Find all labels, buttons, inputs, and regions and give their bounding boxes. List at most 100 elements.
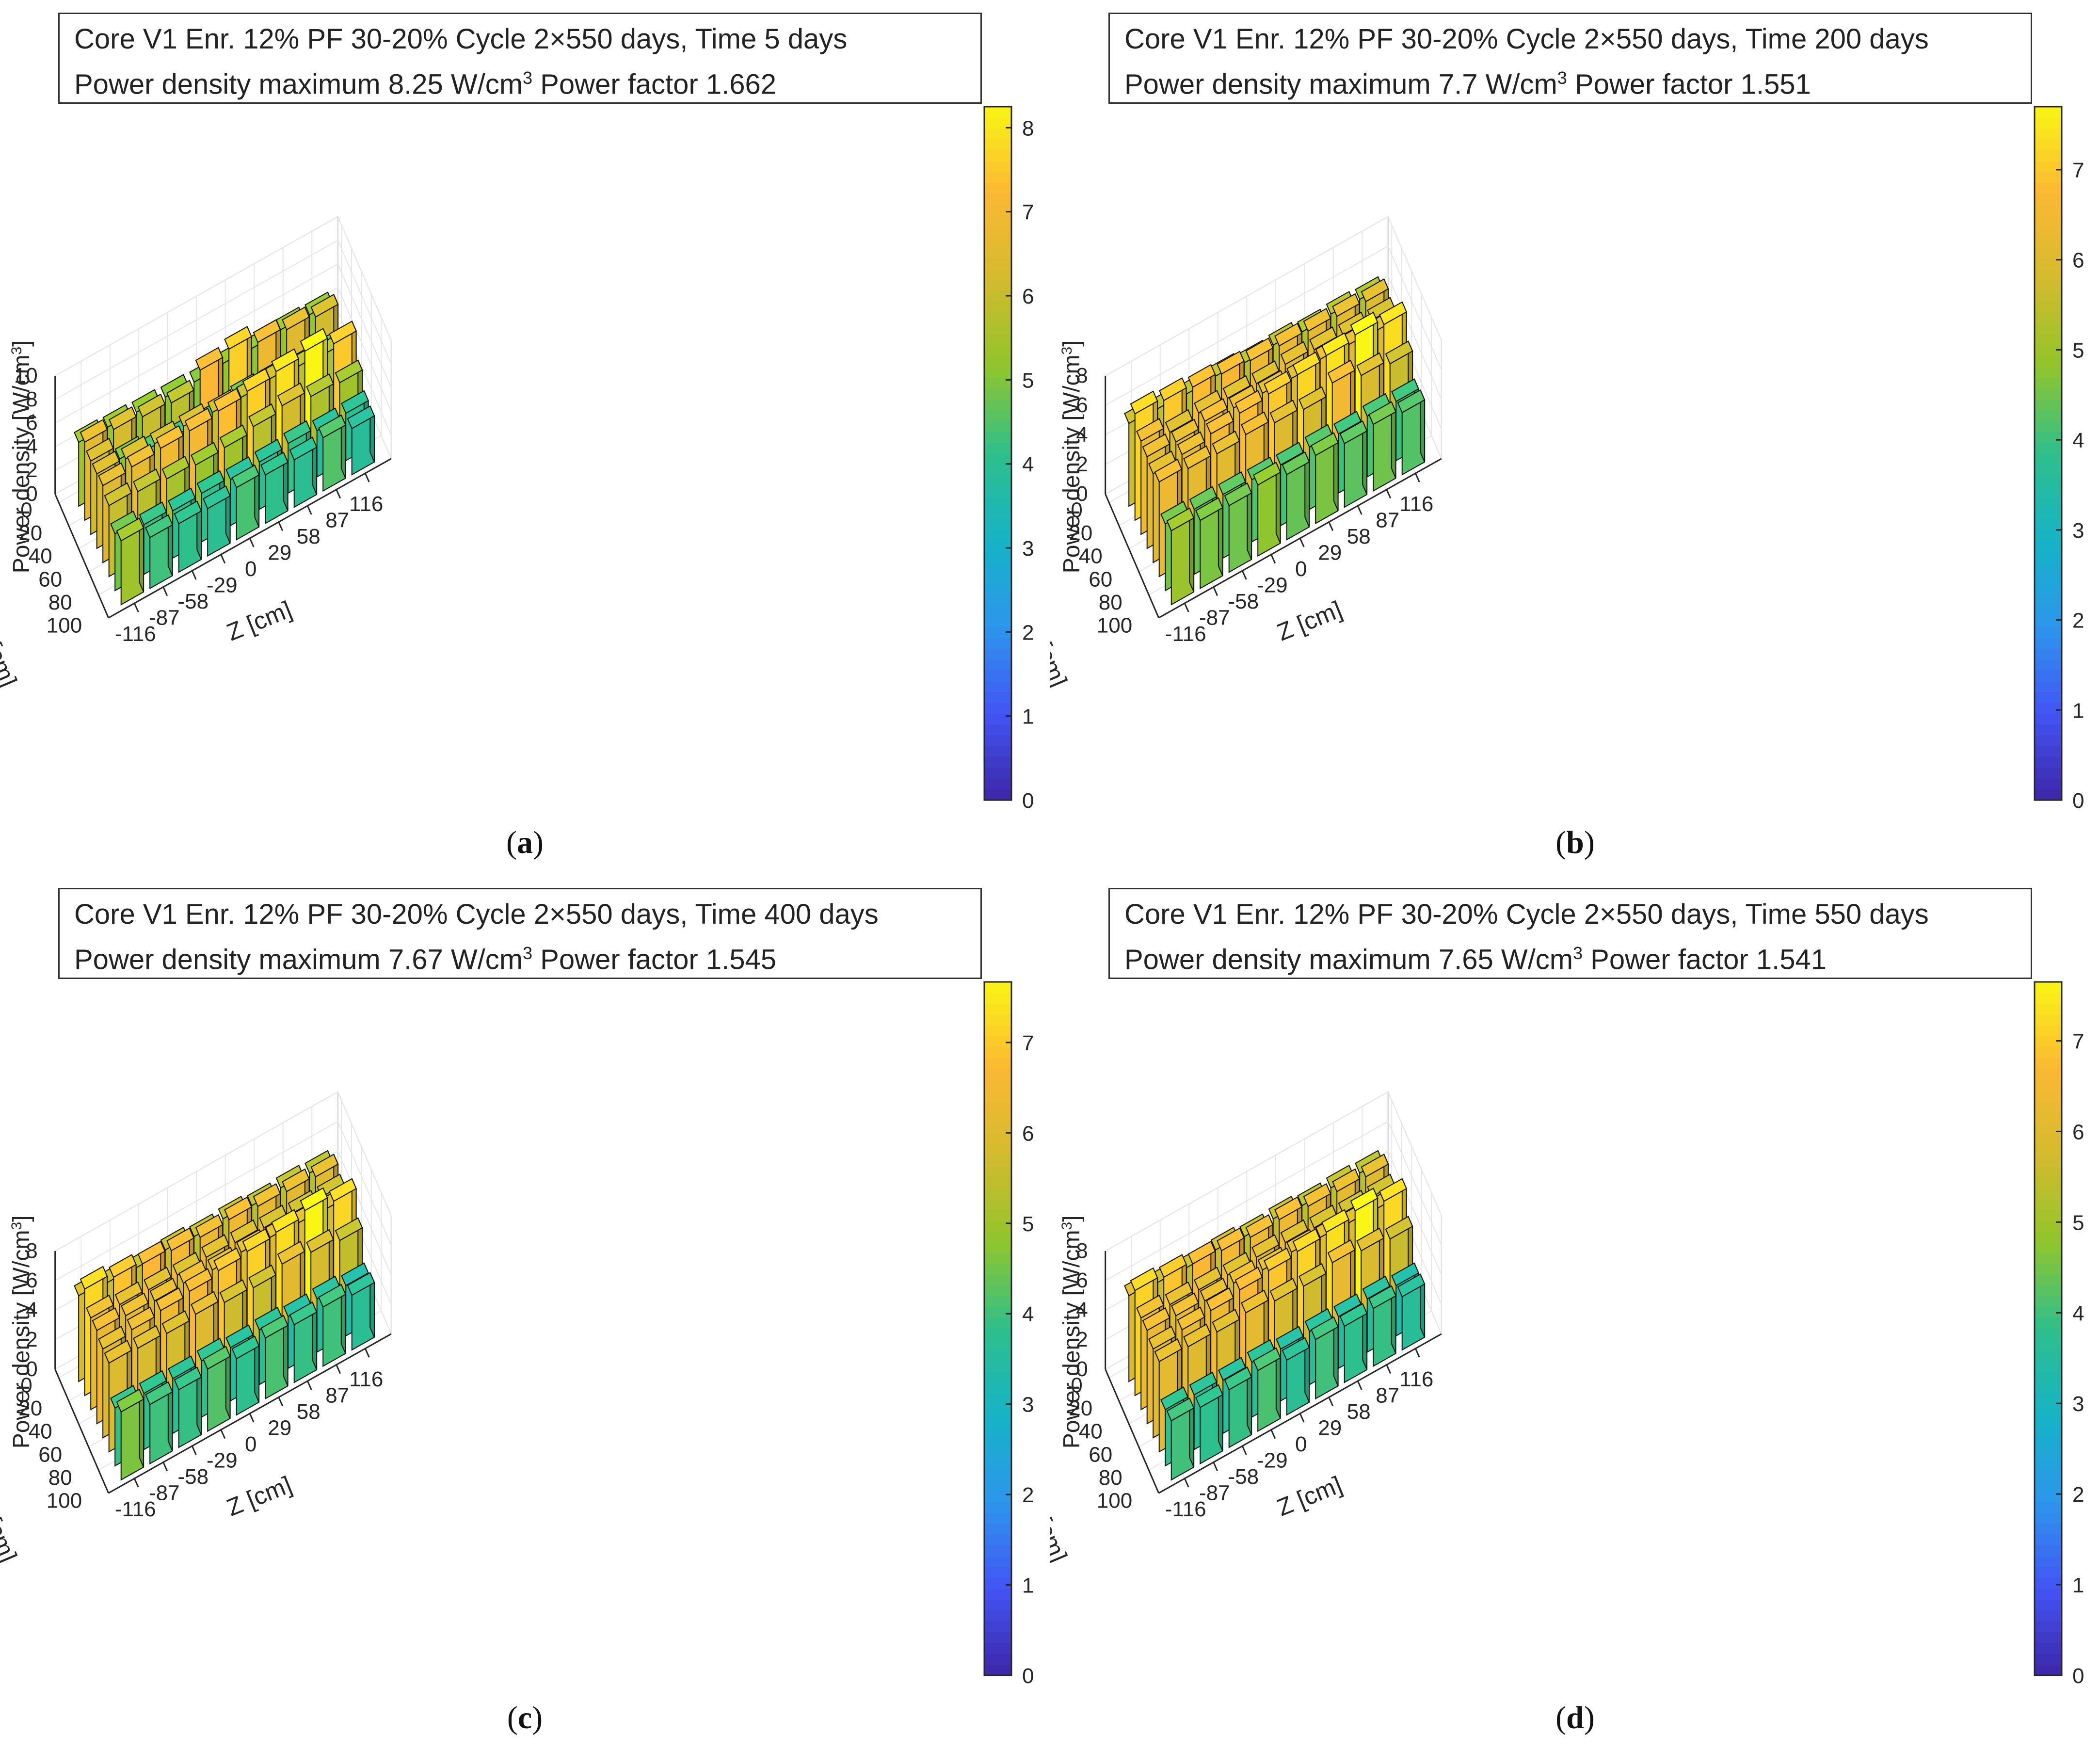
- colorbar-segment: [2035, 507, 2062, 519]
- bar-top-face: [191, 442, 219, 466]
- bar-top-face: [341, 390, 369, 414]
- colorbar-segment: [984, 269, 1011, 281]
- colorbar-segment: [984, 551, 1011, 562]
- colorbar-tick-label: 4: [1022, 453, 1034, 477]
- bar: [260, 451, 289, 525]
- colorbar-segment: [984, 1252, 1011, 1264]
- colorbar-frame: [2034, 981, 2063, 1676]
- bar-top-face: [283, 420, 311, 444]
- panel-b: -116 -87 -58 -29 0 29 58 87 116 0 20 40 60 80 100 0 2 4 6 8…: [1050, 0, 2100, 875]
- bar-top-face: [1177, 1306, 1205, 1331]
- colorbar-segment: [984, 421, 1011, 432]
- colorbar-segment: [984, 1133, 1011, 1145]
- z-tick-label: 8: [26, 387, 37, 411]
- bar-top-face: [1187, 364, 1216, 388]
- colorbar-segment: [984, 702, 1011, 714]
- colorbar-segment: [984, 1101, 1011, 1112]
- colorbar-tick-label: 7: [2072, 159, 2084, 182]
- bar-top-face: [1217, 351, 1245, 375]
- y-axis-label: R [cm]: [1050, 616, 1073, 691]
- colorbar-segment: [984, 1058, 1011, 1069]
- colorbar-segment: [2035, 1643, 2062, 1654]
- bar-top-face: [168, 1355, 196, 1380]
- bar-top-face: [1183, 445, 1211, 469]
- bar-top-face: [289, 1301, 318, 1326]
- colorbar-tick-label: 7: [2072, 1030, 2084, 1054]
- colorbar-tick-label: 4: [2072, 1301, 2084, 1325]
- bar-top-face: [1397, 389, 1426, 414]
- colorbar-tick-label: 8: [1022, 116, 1034, 140]
- bar3d-plot-a: -116-87-58-29029588711602040608010002468…: [0, 106, 1034, 813]
- x-tick-label: -87: [1199, 1481, 1230, 1505]
- x-tick-label: 58: [297, 525, 321, 548]
- bar-top-face: [1142, 433, 1170, 458]
- bar-top-face: [1356, 352, 1384, 376]
- y-tick-label: 80: [1099, 591, 1122, 614]
- colorbar-segment: [984, 1534, 1011, 1546]
- colorbar-segment: [984, 464, 1011, 476]
- bar-top-face: [1218, 471, 1246, 496]
- bar-top-face: [109, 406, 137, 431]
- colorbar-segment: [984, 172, 1011, 183]
- bar-top-face: [184, 1268, 213, 1292]
- bar-top-face: [1391, 378, 1419, 402]
- bar-top-face: [1303, 307, 1331, 332]
- z-axis-label: Power density [W/cm3]: [1059, 340, 1085, 573]
- y-tick-label: 20: [18, 1397, 42, 1420]
- bar-top-face: [310, 293, 339, 318]
- bar: [347, 1272, 375, 1351]
- x-tick-mark: [1328, 1397, 1334, 1407]
- z-tick-label: 6: [26, 1268, 37, 1292]
- colorbar-segment: [2035, 475, 2062, 486]
- colorbar-segment: [984, 453, 1011, 465]
- bar-top-face: [109, 1254, 137, 1278]
- x-tick-label: -116: [1165, 1497, 1206, 1521]
- bar: [318, 1284, 346, 1367]
- colorbar-segment: [2035, 1524, 2062, 1535]
- colorbar-segment: [2035, 1025, 2062, 1037]
- bar-top-face: [219, 1279, 248, 1303]
- x-tick-mark: [220, 1429, 226, 1439]
- colorbar-segment: [2035, 237, 2062, 248]
- bar-top-face: [80, 1266, 108, 1290]
- z-axis-label: Power density [W/cm3]: [9, 340, 35, 573]
- y-tick-label: 80: [48, 591, 72, 614]
- colorbar-segment: [2035, 334, 2062, 346]
- bar-top-face: [139, 1370, 167, 1395]
- colorbar-tick-label: 5: [2072, 1211, 2084, 1235]
- colorbar-segment: [984, 540, 1011, 551]
- colorbar-segment: [984, 1556, 1011, 1568]
- bar-top-face: [92, 1307, 120, 1332]
- bar-top-face: [195, 1214, 224, 1238]
- colorbar-segment: [984, 1263, 1011, 1275]
- colorbar-segment: [2035, 1426, 2062, 1437]
- panel-c: -116 -87 -58 -29 0 29 58 87 116 0 20 40 60 80 100 0 2 4 6 8…: [0, 875, 1050, 1750]
- colorbar-segment: [984, 1123, 1011, 1134]
- y-tick-label: 80: [48, 1466, 72, 1490]
- colorbar-segment: [984, 648, 1011, 660]
- bar-top-face: [1276, 1326, 1304, 1350]
- colorbar-segment: [984, 225, 1011, 237]
- bar-top-face: [191, 1291, 219, 1315]
- bar-top-face: [137, 1240, 166, 1265]
- colorbar-segment: [984, 117, 1011, 129]
- x-tick-label: 87: [325, 509, 349, 532]
- bar-top-face: [1321, 1209, 1349, 1233]
- bar-top-face: [1274, 322, 1302, 347]
- x-tick-mark: [1213, 1461, 1218, 1472]
- x-tick-label: 116: [1399, 1367, 1433, 1391]
- bar-top-face: [137, 393, 166, 418]
- colorbar-segment: [984, 1512, 1011, 1524]
- z-tick-label: 2: [26, 1328, 37, 1351]
- bar-top-face: [310, 1154, 339, 1178]
- z-axis-label-exp: 3: [1059, 347, 1075, 355]
- z-axis-label-close: ]: [9, 1215, 34, 1221]
- x-tick-mark: [336, 489, 341, 499]
- colorbar-segment: [984, 1469, 1011, 1481]
- x-tick-mark: [249, 538, 255, 547]
- colorbar-segment: [2035, 756, 2062, 768]
- x-tick-mark: [1414, 1348, 1420, 1358]
- bar-top-face: [98, 1326, 126, 1350]
- z-tick-label: 0: [1076, 482, 1088, 506]
